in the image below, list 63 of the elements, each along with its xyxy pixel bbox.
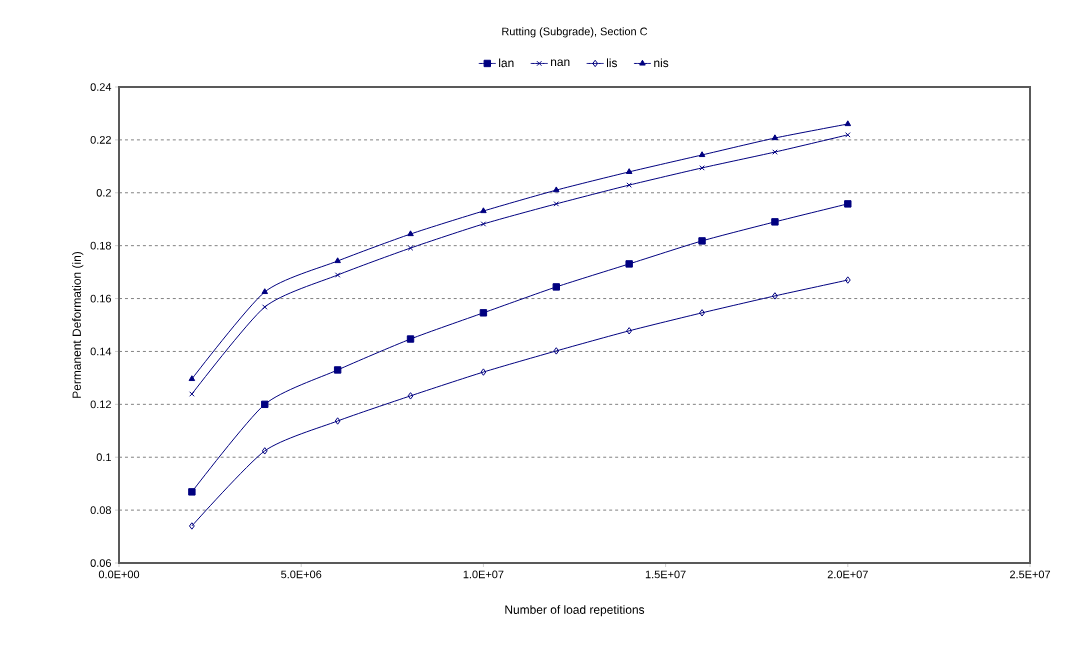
chart-title: Rutting (Subgrade), Section C xyxy=(502,27,648,38)
point xyxy=(699,165,705,171)
legend-label: nis xyxy=(654,58,669,68)
x-tick-label: 2.0E+07 xyxy=(827,570,868,579)
point xyxy=(772,149,778,155)
x-tick-label: 2.5E+07 xyxy=(1009,570,1051,579)
point xyxy=(261,400,269,409)
point xyxy=(699,309,705,317)
point xyxy=(844,200,852,208)
point xyxy=(626,182,632,188)
y-tick-label: 0.08 xyxy=(90,506,111,514)
point xyxy=(553,347,560,355)
point xyxy=(480,368,487,376)
point xyxy=(480,207,487,214)
y-tick-label: 0.24 xyxy=(90,83,112,91)
y-tick-label: 0.22 xyxy=(90,136,111,144)
point xyxy=(333,366,342,374)
x-tick-label: 0.0E+00 xyxy=(98,570,140,579)
point xyxy=(625,168,633,174)
point xyxy=(407,230,414,237)
point xyxy=(261,447,268,455)
point xyxy=(626,327,633,335)
point xyxy=(407,392,414,400)
y-tick-label: 0.2 xyxy=(96,188,111,197)
y-tick-label: 0.12 xyxy=(90,400,111,409)
point xyxy=(334,272,341,278)
y-tick-label: 0.1 xyxy=(96,453,111,462)
point xyxy=(552,283,560,291)
point xyxy=(625,260,633,268)
x-tick-label: 1.0E+07 xyxy=(463,570,504,579)
point xyxy=(334,417,341,425)
point xyxy=(188,522,195,530)
y-tick-label: 0.16 xyxy=(90,294,111,303)
y-axis-title: Permanent Deformation (in) xyxy=(72,252,84,398)
point xyxy=(771,218,779,226)
y-tick-label: 0.18 xyxy=(90,241,111,250)
point xyxy=(553,186,560,193)
point xyxy=(261,288,269,295)
point xyxy=(844,276,851,284)
point xyxy=(553,201,560,207)
point xyxy=(334,257,341,264)
point xyxy=(771,134,779,141)
x-tick-label: 5.0E+06 xyxy=(281,570,322,579)
x-tick-label: 1.5E+07 xyxy=(645,570,686,579)
y-tick-label: 0.06 xyxy=(90,559,111,567)
y-tick-label: 0.14 xyxy=(90,347,112,356)
point xyxy=(772,292,778,300)
legend-label: lis xyxy=(606,58,618,68)
point xyxy=(188,488,196,496)
point xyxy=(698,237,706,245)
point xyxy=(406,335,415,343)
point xyxy=(698,151,706,158)
point xyxy=(189,391,195,397)
legend-label: nan xyxy=(551,59,570,67)
point xyxy=(844,120,852,127)
point xyxy=(407,245,414,251)
x-axis-title: Number of load repetitions xyxy=(505,605,645,617)
legend-label: lan xyxy=(499,58,514,68)
point xyxy=(480,221,487,227)
point xyxy=(262,304,268,310)
point xyxy=(845,132,851,138)
point xyxy=(188,375,196,382)
point xyxy=(479,309,488,317)
